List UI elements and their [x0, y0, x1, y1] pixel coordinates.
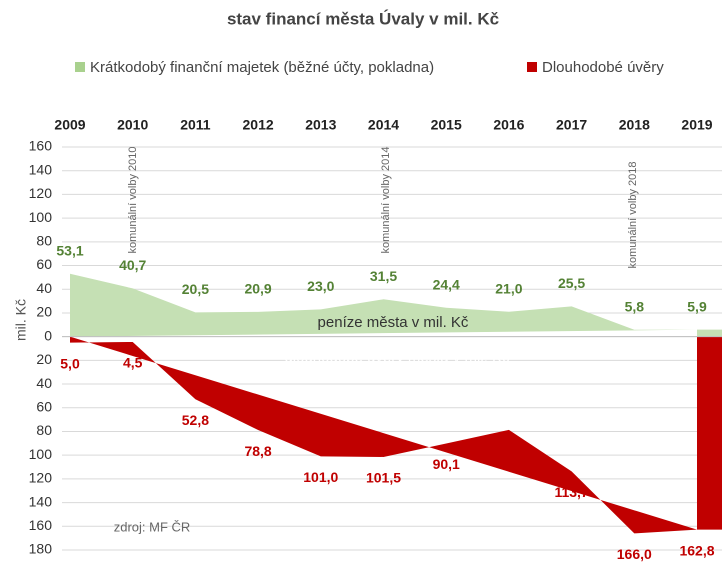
y-tick-label: 60: [36, 256, 52, 272]
chart-title: stav financí města Úvaly v mil. Kč: [227, 9, 499, 28]
y-tick-label: 140: [29, 161, 53, 177]
y-tick-label: 80: [36, 422, 52, 438]
x-tick-label: 2014: [368, 117, 399, 133]
annotation: komunální volby 2014: [380, 146, 392, 253]
y-tick-label: 0: [44, 327, 52, 343]
data-label: 78,8: [244, 443, 271, 459]
data-label: 23,0: [307, 278, 334, 294]
data-label: 25,5: [558, 275, 585, 291]
y-tick-label: 120: [29, 470, 53, 486]
data-label: 101,0: [303, 469, 338, 485]
y-tick-label: 100: [29, 446, 53, 462]
data-label: 4,5: [123, 355, 143, 371]
legend-label: Krátkodobý finanční majetek (běžné účty,…: [90, 59, 434, 76]
data-label: 5,0: [60, 355, 80, 371]
data-label: 40,7: [119, 257, 146, 273]
data-label: 31,5: [370, 268, 397, 284]
data-label: 24,4: [433, 276, 460, 292]
data-label: 90,1: [433, 456, 460, 472]
data-label: 21,0: [495, 280, 522, 296]
data-label: 20,9: [244, 281, 271, 297]
data-label: 162,8: [679, 542, 714, 558]
y-tick-label: 140: [29, 493, 53, 509]
y-tick-label: 100: [29, 209, 53, 225]
data-label: 52,8: [182, 412, 209, 428]
data-label: 5,8: [625, 298, 645, 314]
x-tick-label: 2018: [619, 117, 650, 133]
x-tick-label: 2011: [180, 117, 211, 133]
legend-label: Dlouhodobé úvěry: [542, 59, 664, 76]
y-tick-label: 160: [29, 517, 53, 533]
data-label: 166,0: [617, 546, 652, 562]
y-tick-label: 120: [29, 185, 53, 201]
y-tick-label: 20: [36, 304, 52, 320]
annotation: dlouhodobé úvěry města v mil. Kč: [284, 349, 510, 366]
x-tick-label: 2016: [493, 117, 524, 133]
data-label: 20,5: [182, 281, 209, 297]
y-tick-label: 180: [29, 541, 53, 557]
data-label: 53,1: [56, 242, 83, 258]
x-tick-label: 2017: [556, 117, 587, 133]
annotation: komunální volby 2018: [627, 161, 639, 268]
data-label: 5,9: [687, 298, 707, 314]
x-tick-label: 2010: [117, 117, 148, 133]
y-axis-label: mil. Kč: [13, 299, 29, 341]
x-tick-label: 2019: [681, 117, 712, 133]
y-tick-label: 40: [36, 280, 52, 296]
y-tick-label: 80: [36, 233, 52, 249]
annotation: zdroj: MF ČR: [114, 519, 191, 534]
area: [70, 273, 722, 337]
annotation: komunální volby 2010: [127, 146, 139, 253]
x-tick-label: 2013: [305, 117, 336, 133]
y-tick-label: 160: [29, 138, 53, 154]
x-tick-label: 2015: [431, 117, 462, 133]
area: [70, 336, 722, 534]
x-tick-label: 2012: [243, 117, 274, 133]
y-tick-label: 60: [36, 398, 52, 414]
data-label: 101,5: [366, 470, 401, 486]
legend-swatch: [527, 62, 537, 72]
annotation: peníze města v mil. Kč: [318, 314, 469, 331]
y-tick-label: 40: [36, 375, 52, 391]
legend-swatch: [75, 62, 85, 72]
x-tick-label: 2009: [54, 117, 85, 133]
y-tick-label: 20: [36, 351, 52, 367]
data-label: 113,7: [554, 484, 588, 500]
data-label: 78,7: [495, 443, 522, 459]
